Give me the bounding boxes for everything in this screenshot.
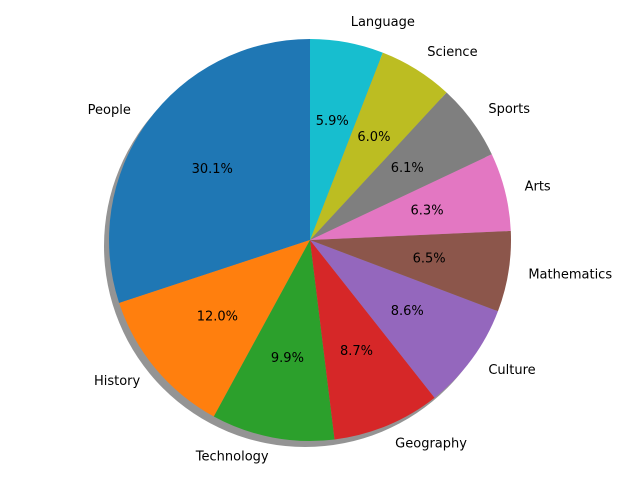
slice-percent-history: 12.0% [197, 310, 238, 325]
slice-percent-sports: 6.1% [391, 161, 424, 176]
slice-percent-culture: 8.6% [391, 304, 424, 319]
slice-percent-geography: 8.7% [340, 344, 373, 359]
pie-slice-history [119, 240, 310, 417]
pie-slice-geography [310, 240, 435, 440]
slice-percent-mathematics: 6.5% [413, 252, 446, 267]
pie-slice-culture [310, 240, 498, 398]
pie-labels: People 30.1% History 12.0% Technology 9.9% Geo… [88, 15, 613, 465]
slice-label-science: Science [427, 45, 477, 60]
slice-label-history: History [94, 374, 141, 389]
slice-label-geography: Geography [395, 437, 467, 452]
slice-label-arts: Arts [525, 179, 551, 194]
pie-slice-arts [310, 154, 511, 240]
slice-percent-arts: 6.3% [411, 203, 444, 218]
slice-label-technology: Technology [195, 450, 269, 465]
slice-label-sports: Sports [488, 102, 530, 117]
slice-percent-language: 5.9% [316, 114, 349, 129]
slice-label-people: People [88, 103, 131, 118]
pie-slice-mathematics [310, 230, 511, 312]
slice-label-language: Language [351, 15, 415, 30]
pie-slice-sports [310, 92, 492, 240]
pie-slice-technology [213, 240, 335, 441]
pie-slice-language [310, 39, 383, 240]
pie-slice-science [310, 52, 447, 240]
pie-slice-people [108, 39, 310, 303]
slice-percent-people: 30.1% [192, 162, 233, 177]
slice-percent-technology: 9.9% [271, 351, 304, 366]
pie-slices [108, 39, 511, 441]
slice-label-mathematics: Mathematics [528, 267, 612, 282]
slice-label-culture: Culture [488, 363, 535, 378]
slice-percent-science: 6.0% [357, 130, 390, 145]
